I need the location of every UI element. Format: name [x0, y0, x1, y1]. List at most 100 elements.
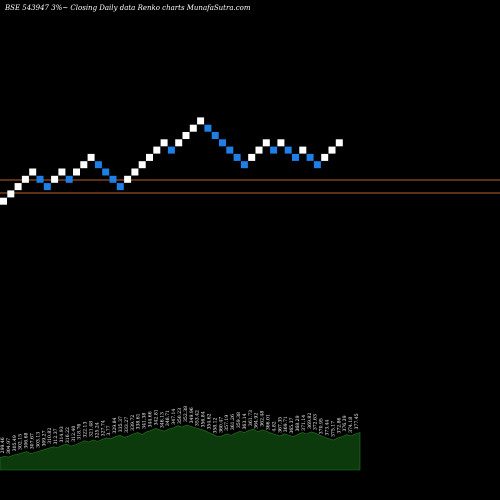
volume-bar-label: 341.38: [142, 413, 148, 429]
renko-brick-down: [116, 183, 124, 191]
volume-bar-label: 303.13: [35, 432, 41, 448]
volume-bar-label: 360.47: [218, 417, 224, 433]
renko-brick-up: [58, 168, 66, 176]
renko-brick-down: [43, 183, 51, 191]
volume-bar-label: 364.92: [254, 413, 260, 429]
renko-brick-up: [262, 139, 270, 147]
renko-brick-up: [7, 190, 15, 198]
renko-brick-up: [73, 168, 80, 176]
renko-brick-down: [65, 175, 73, 183]
renko-brick-up: [335, 139, 343, 147]
renko-brick-up: [321, 153, 329, 161]
volume-bar-label: 375.17: [330, 421, 336, 437]
volume-bar-label: 371.14: [301, 415, 307, 431]
volume-panel: 299.46 304.97 305.49 302.15 306.68 307.67 303.…: [0, 406, 361, 471]
volume-bar-label: 3.77: [106, 425, 112, 435]
volume-bar-label: 362.48: [260, 411, 266, 427]
volume-area: [0, 424, 361, 471]
volume-bar-label: 372.86: [336, 417, 342, 433]
renko-brick-down: [284, 146, 292, 154]
renko-brick-up: [175, 139, 183, 147]
renko-brick-up: [14, 183, 22, 191]
volume-bar-label: 329.84: [112, 417, 118, 433]
renko-brick-up: [87, 153, 95, 161]
volume-bar-label: 363.14: [242, 413, 248, 429]
renko-brick-down: [233, 153, 241, 161]
volume-bar-label: 368.29: [295, 415, 301, 431]
volume-bar-label: 344.66: [148, 411, 154, 427]
renko-brick-down: [167, 146, 175, 154]
renko-brick-up: [80, 161, 88, 169]
renko-brick-up: [51, 175, 59, 183]
volume-bar-label: 366.01: [266, 414, 272, 430]
renko-brick-up: [131, 168, 139, 176]
chart-title: BSE 543947 3%~ Closing Daily data Renko …: [4, 4, 251, 12]
renko-brick-down: [292, 153, 299, 161]
renko-brick-down: [270, 146, 278, 154]
volume-bar-label: 312.40: [71, 426, 77, 442]
volume-bar-label: 369.71: [283, 416, 289, 432]
volume-bar-label: 358.12: [212, 417, 218, 433]
volume-bar-label: 346.13: [159, 412, 165, 428]
volume-bar-label: 370.95: [319, 418, 325, 434]
renko-brick-up: [182, 132, 190, 139]
renko-brick-up: [29, 168, 37, 176]
renko-brick-down: [204, 124, 212, 132]
volume-bar-label: 369.82: [307, 413, 313, 429]
renko-brick-down: [219, 139, 226, 147]
volume-bar-label: 4.82: [271, 421, 277, 431]
renko-brick-down: [313, 161, 321, 169]
volume-bar-label: 377.45: [354, 413, 360, 429]
volume-labels: 299.46 304.97 305.49 302.15 306.68 307.67 303.…: [0, 406, 360, 454]
renko-brick-up: [277, 139, 285, 147]
renko-brick-down: [36, 175, 44, 183]
volume-bar-label: 354.62: [207, 413, 213, 429]
volume-bar-label: 306.68: [24, 432, 30, 448]
renko-brick-down: [240, 161, 248, 169]
renko-brick-up: [124, 175, 132, 183]
volume-bar-label: 348.71: [165, 410, 171, 426]
volume-bar-label: 327.74: [100, 420, 106, 436]
volume-bar-label: 367.35: [277, 417, 283, 433]
renko-brick-up: [160, 139, 168, 147]
renko-brick-up: [299, 146, 307, 154]
volume-bar-label: 310.82: [47, 428, 53, 444]
volume-bar-label: 374.18: [348, 417, 354, 433]
volume-bar-label: 304.97: [6, 438, 12, 454]
renko-brick-down: [109, 175, 117, 183]
volume-bar-label: 335.37: [118, 416, 124, 432]
volume-bar-label: 361.26: [230, 414, 236, 430]
renko-brick-up: [197, 117, 205, 125]
volume-bar-label: 347.14: [171, 409, 177, 425]
volume-bar-label: 342.81: [153, 409, 159, 425]
volume-bar-label: 359.38: [236, 412, 242, 428]
renko-brick-down: [306, 153, 314, 161]
volume-bar-label: 376.39: [342, 415, 348, 431]
volume-bar-label: 299.46: [0, 437, 6, 453]
renko-brick-up: [248, 153, 256, 161]
volume-bar-label: 318.76: [77, 424, 83, 440]
renko-brick-down: [211, 132, 219, 139]
volume-bar-label: 373.44: [325, 419, 331, 435]
volume-bar-label: 349.96: [189, 407, 195, 423]
renko-brick-down: [226, 146, 234, 154]
volume-bar-label: 338.61: [136, 413, 142, 429]
renko-brick-up: [0, 197, 7, 205]
renko-brick-up: [21, 175, 29, 183]
volume-bar-label: 312.37: [53, 428, 59, 444]
volume-bar-label: 321.48: [89, 421, 95, 437]
renko-brick-up: [328, 146, 336, 154]
renko-brick-up: [153, 146, 161, 154]
volume-bar-label: 356.84: [201, 411, 207, 427]
volume-bar-label: 322.13: [83, 422, 89, 438]
volume-bar-label: 333.27: [124, 417, 130, 433]
renko-bricks: [0, 117, 343, 205]
volume-bar-label: 357.19: [224, 415, 230, 431]
volume-bar-label: 307.67: [30, 433, 36, 449]
renko-brick-up: [189, 124, 197, 132]
renko-brick-down: [94, 161, 102, 169]
renko-brick-up: [255, 146, 263, 154]
volume-bar-label: 314.93: [59, 426, 65, 442]
